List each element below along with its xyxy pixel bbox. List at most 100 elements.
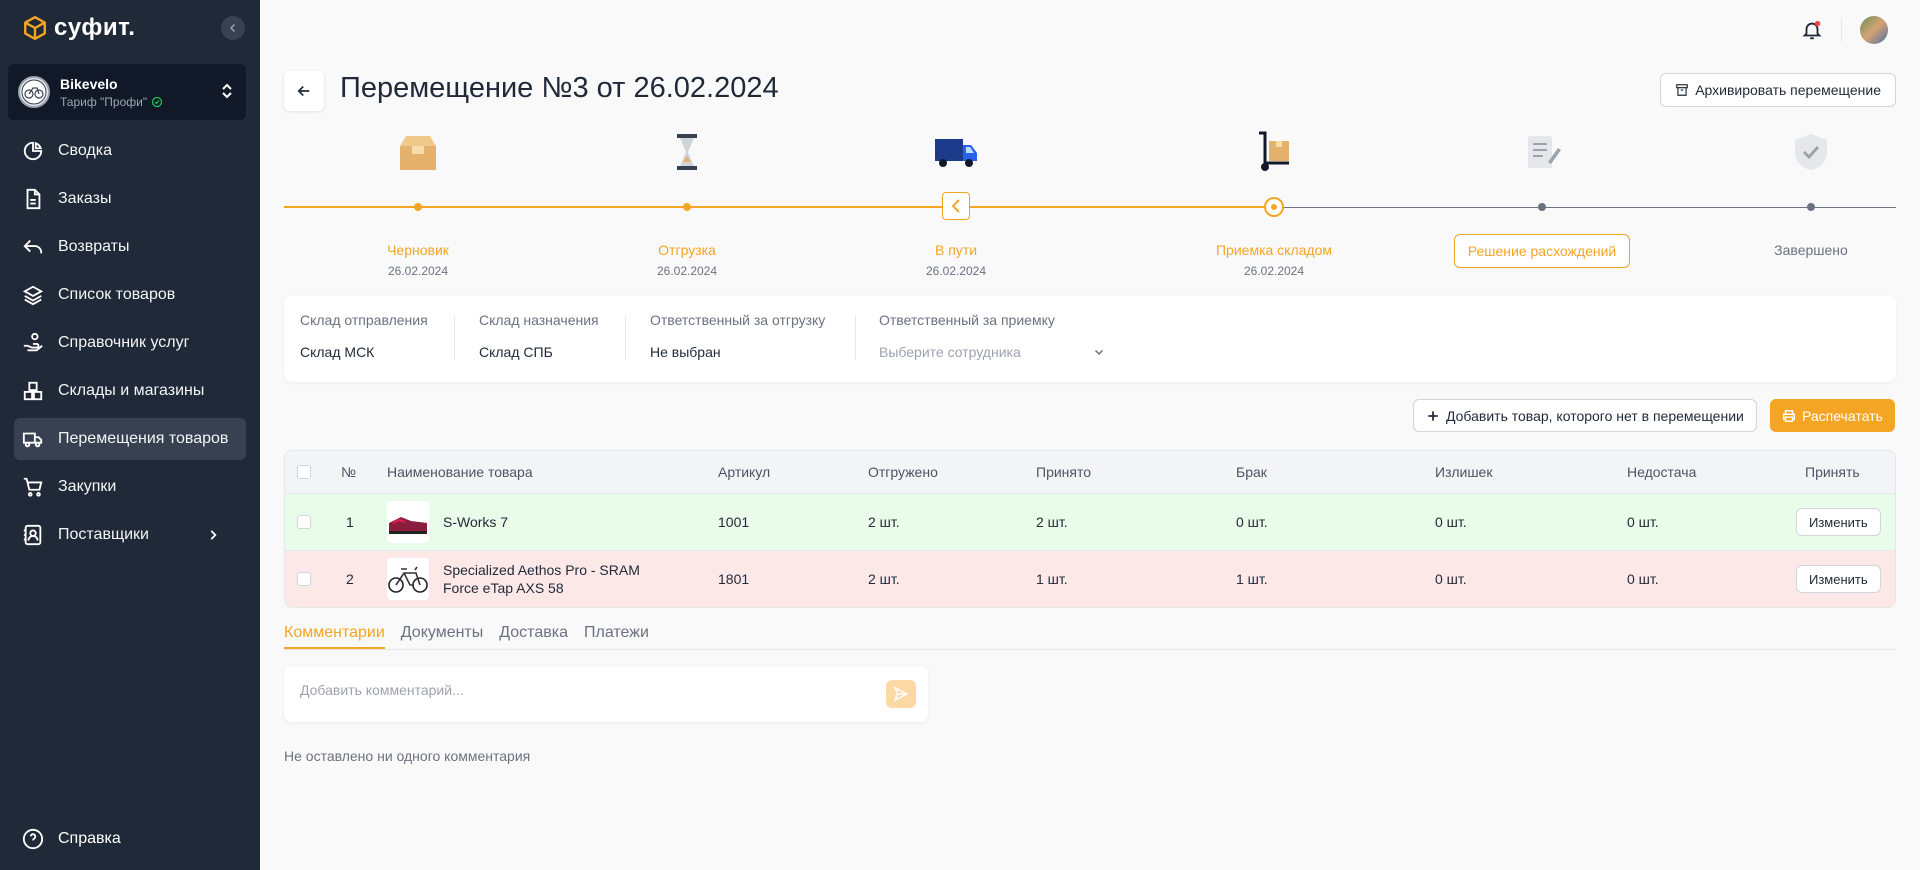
sidebar-nav: Сводка Заказы Возвраты Список товаров Сп… <box>14 130 246 562</box>
sidebar-item-warehouses[interactable]: Склады и магазины <box>14 370 246 412</box>
tab-payments[interactable]: Платежи <box>583 624 649 641</box>
topbar <box>1801 16 1888 44</box>
step-date-shipment: 26.02.2024 <box>656 264 718 278</box>
shipper-label: Ответственный за отгрузку <box>650 312 826 328</box>
sidebar-item-services[interactable]: Справочник услуг <box>14 322 246 364</box>
row-shipped: 2 шт. <box>868 571 900 587</box>
step-label-completed: Завершено <box>1774 242 1848 258</box>
sidebar-item-products[interactable]: Список товаров <box>14 274 246 316</box>
step-dot <box>1807 203 1815 211</box>
edit-row-button[interactable]: Изменить <box>1796 508 1881 536</box>
to-warehouse-field: Склад назначения Склад СПБ <box>479 312 599 360</box>
col-accept: Принять <box>1805 464 1860 480</box>
org-name: Bikevelo <box>60 75 118 92</box>
row-product-name[interactable]: Specialized Aethos Pro - SRAM Force eTap… <box>443 562 640 596</box>
tab-documents[interactable]: Документы <box>400 624 484 641</box>
comment-input[interactable] <box>300 682 860 698</box>
row-checkbox[interactable] <box>297 572 311 586</box>
row-product-name[interactable]: S-Works 7 <box>443 514 509 530</box>
status-stepper: Черновик 26.02.2024 Отгрузка 26.02.2024 … <box>284 130 1896 280</box>
from-warehouse-field: Склад отправления Склад МСК <box>300 312 428 360</box>
help-circle-icon <box>22 828 44 850</box>
archive-label: Архивировать перемещение <box>1695 82 1881 98</box>
archive-icon <box>1676 84 1689 96</box>
detail-tabs: Комментарии Документы Доставка Платежи <box>284 624 1896 650</box>
stepper-back-button[interactable] <box>942 192 970 220</box>
bell-icon[interactable] <box>1801 19 1823 41</box>
step-current-indicator <box>1264 197 1284 217</box>
print-button[interactable]: Распечатать <box>1770 399 1895 432</box>
step-dot <box>683 203 691 211</box>
print-label: Распечатать <box>1802 407 1883 424</box>
row-defect: 0 шт. <box>1236 514 1268 530</box>
divider <box>855 316 856 360</box>
row-received: 2 шт. <box>1036 514 1068 530</box>
col-defect: Брак <box>1236 464 1267 480</box>
delivery-truck-icon <box>935 139 977 167</box>
products-table: № Наименование товара Артикул Отгружено … <box>284 450 1896 608</box>
edit-row-button[interactable]: Изменить <box>1796 565 1881 593</box>
sidebar-item-orders[interactable]: Заказы <box>14 178 246 220</box>
org-logo <box>18 76 50 108</box>
step-date-in-transit: 26.02.2024 <box>925 264 987 278</box>
open-box-icon <box>400 136 436 170</box>
help-label: Справка <box>58 830 121 847</box>
step-in-transit <box>856 130 1056 174</box>
row-surplus: 0 шт. <box>1435 514 1467 530</box>
table-header: № Наименование товара Артикул Отгружено … <box>285 451 1895 493</box>
sidebar-item-label: Возвраты <box>58 238 130 255</box>
receiver-field: Ответственный за приемку Выберите сотруд… <box>879 312 1105 360</box>
sidebar-item-suppliers[interactable]: Поставщики <box>14 514 246 556</box>
chevron-up-down-icon <box>222 83 232 99</box>
back-button[interactable] <box>284 71 324 111</box>
step-shipment <box>587 130 787 174</box>
resolve-discrepancy-button[interactable]: Решение расхождений <box>1454 234 1630 268</box>
shield-check-icon <box>1795 134 1827 170</box>
select-all-checkbox[interactable] <box>297 465 311 479</box>
chevron-right-icon <box>210 530 217 540</box>
row-shortage: 0 шт. <box>1627 571 1659 587</box>
sidebar-item-transfers[interactable]: Перемещения товаров <box>14 418 246 460</box>
sidebar-item-label: Справочник услуг <box>58 334 190 351</box>
return-icon <box>23 239 43 254</box>
receiver-select[interactable]: Выберите сотрудника <box>879 344 1105 360</box>
user-avatar[interactable] <box>1860 16 1888 44</box>
sidebar-item-summary[interactable]: Сводка <box>14 130 246 172</box>
add-missing-product-button[interactable]: Добавить товар, которого нет в перемещен… <box>1413 399 1757 432</box>
step-label-receiving: Приемка складом <box>1215 242 1332 258</box>
sidebar-item-returns[interactable]: Возвраты <box>14 226 246 268</box>
shipper-value: Не выбран <box>650 344 721 360</box>
step-completed <box>1711 130 1911 174</box>
org-plan: Тариф "Профи" <box>60 95 163 109</box>
divider <box>625 316 626 360</box>
row-num: 2 <box>346 571 354 587</box>
brand[interactable]: суфит. <box>22 14 135 42</box>
checklist-pen-icon <box>1528 136 1561 168</box>
shipper-field: Ответственный за отгрузку Не выбран <box>650 312 825 360</box>
truck-icon <box>22 432 43 448</box>
from-warehouse-label: Склад отправления <box>300 312 428 328</box>
product-thumbnail <box>387 501 429 543</box>
col-surplus: Излишек <box>1435 464 1493 480</box>
collapse-sidebar-button[interactable] <box>221 16 245 40</box>
boxes-icon <box>23 381 43 401</box>
table-row: 2 Specialized Aethos Pro - SRAM Force eT… <box>285 550 1895 607</box>
tab-comments[interactable]: Комментарии <box>284 624 385 649</box>
from-warehouse-value: Склад МСК <box>300 344 375 360</box>
col-received: Принято <box>1036 464 1092 480</box>
row-checkbox[interactable] <box>297 515 311 529</box>
divider <box>1841 18 1842 42</box>
send-comment-button[interactable] <box>886 680 916 708</box>
tab-delivery[interactable]: Доставка <box>499 624 568 641</box>
brand-name: суфит. <box>54 14 136 41</box>
row-shortage: 0 шт. <box>1627 514 1659 530</box>
arrow-left-icon <box>297 85 310 97</box>
comment-composer <box>284 666 928 722</box>
sidebar-item-purchases[interactable]: Закупки <box>14 466 246 508</box>
contacts-icon <box>23 524 42 546</box>
main-content: Перемещение №3 от 26.02.2024 Архивироват… <box>260 0 1920 870</box>
archive-button[interactable]: Архивировать перемещение <box>1660 73 1896 107</box>
help-link[interactable]: Справка <box>22 828 121 850</box>
sidebar-item-label: Закупки <box>58 478 117 495</box>
organization-switcher[interactable]: Bikevelo Тариф "Профи" <box>8 64 246 120</box>
